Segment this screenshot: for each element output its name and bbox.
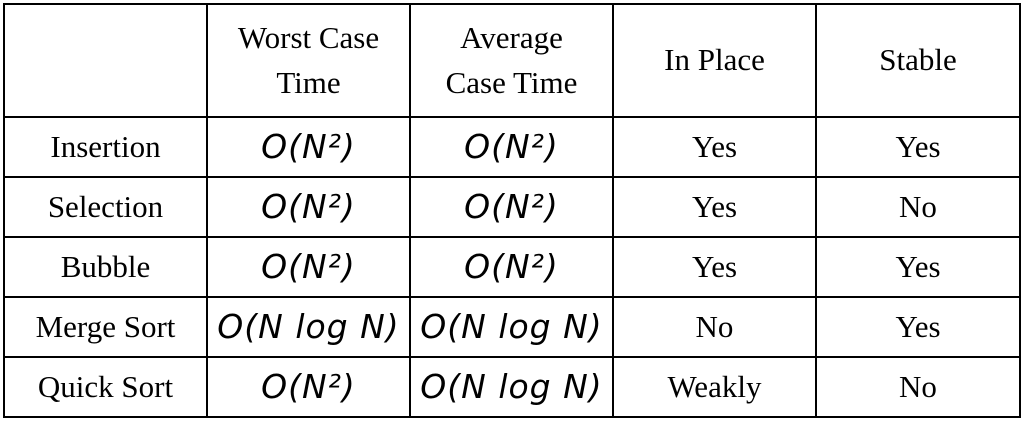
- in-place-cell: No: [612, 296, 817, 358]
- in-place-cell: Yes: [612, 116, 817, 178]
- in-place-cell: Yes: [612, 236, 817, 298]
- complexity-value: O(N²): [261, 187, 356, 227]
- worst-case-cell: O(N log N): [206, 296, 411, 358]
- complexity-value: O(N²): [464, 187, 559, 227]
- header-in-place: In Place: [612, 3, 817, 118]
- stable-cell: No: [815, 176, 1021, 238]
- header-average-line1: Average: [460, 19, 563, 55]
- header-blank-cell: [3, 3, 208, 118]
- row-label: Selection: [3, 176, 208, 238]
- worst-case-cell: O(N²): [206, 356, 411, 418]
- worst-case-cell: O(N²): [206, 176, 411, 238]
- header-row: Worst Case Time Average Case Time In Pla…: [3, 3, 1021, 118]
- complexity-value: O(N log N): [420, 307, 603, 347]
- table-row: Merge Sort O(N log N) O(N log N) No Yes: [3, 296, 1021, 358]
- average-case-cell: O(N log N): [409, 356, 614, 418]
- complexity-value: O(N²): [261, 127, 356, 167]
- table-row: Selection O(N²) O(N²) Yes No: [3, 176, 1021, 238]
- average-case-cell: O(N log N): [409, 296, 614, 358]
- in-place-cell: Weakly: [612, 356, 817, 418]
- header-worst-line2: Time: [276, 64, 341, 100]
- table-row: Bubble O(N²) O(N²) Yes Yes: [3, 236, 1021, 298]
- sorting-comparison-table-wrapper: Worst Case Time Average Case Time In Pla…: [3, 3, 1021, 418]
- row-label: Insertion: [3, 116, 208, 178]
- header-worst-case-time: Worst Case Time: [206, 3, 411, 118]
- in-place-cell: Yes: [612, 176, 817, 238]
- worst-case-cell: O(N²): [206, 116, 411, 178]
- row-label: Bubble: [3, 236, 208, 298]
- complexity-value: O(N log N): [217, 307, 400, 347]
- complexity-value: O(N log N): [420, 367, 603, 407]
- stable-cell: Yes: [815, 296, 1021, 358]
- complexity-value: O(N²): [261, 247, 356, 287]
- header-stable: Stable: [815, 3, 1021, 118]
- stable-cell: Yes: [815, 116, 1021, 178]
- average-case-cell: O(N²): [409, 116, 614, 178]
- row-label: Quick Sort: [3, 356, 208, 418]
- complexity-value: O(N²): [464, 247, 559, 287]
- average-case-cell: O(N²): [409, 176, 614, 238]
- stable-cell: Yes: [815, 236, 1021, 298]
- header-average-case-time: Average Case Time: [409, 3, 614, 118]
- worst-case-cell: O(N²): [206, 236, 411, 298]
- row-label: Merge Sort: [3, 296, 208, 358]
- average-case-cell: O(N²): [409, 236, 614, 298]
- header-average-line2: Case Time: [445, 64, 578, 100]
- table-row: Quick Sort O(N²) O(N log N) Weakly No: [3, 356, 1021, 418]
- complexity-value: O(N²): [261, 367, 356, 407]
- header-worst-line1: Worst Case: [237, 19, 380, 55]
- sorting-comparison-table: Worst Case Time Average Case Time In Pla…: [3, 3, 1021, 418]
- table-row: Insertion O(N²) O(N²) Yes Yes: [3, 116, 1021, 178]
- complexity-value: O(N²): [464, 127, 559, 167]
- stable-cell: No: [815, 356, 1021, 418]
